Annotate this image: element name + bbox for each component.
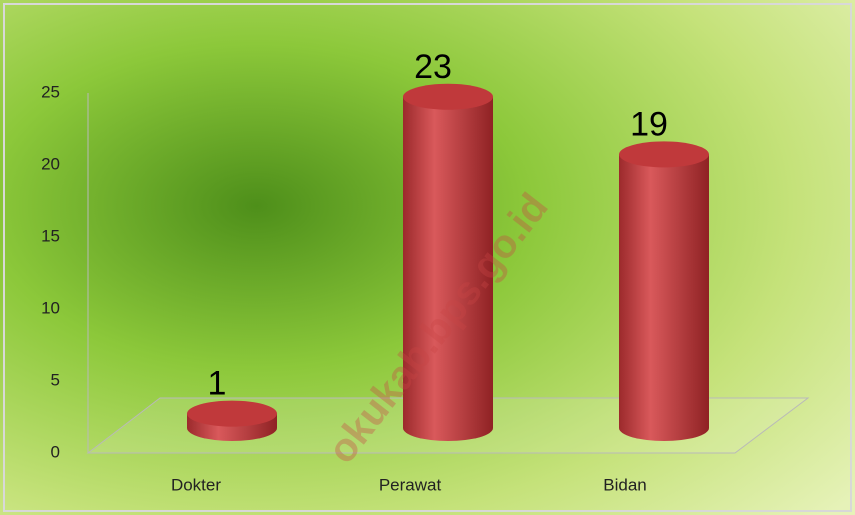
y-tick-label: 0 <box>51 442 60 461</box>
x-tick-label: Bidan <box>603 475 646 494</box>
bar <box>187 401 277 441</box>
y-tick-label: 10 <box>41 298 60 317</box>
chart: 0510152025Dokter1Perawat23Bidan19okukab.… <box>0 0 855 515</box>
y-tick-label: 15 <box>41 226 60 245</box>
y-tick-label: 25 <box>41 82 60 101</box>
value-label: 23 <box>414 48 452 86</box>
value-label: 19 <box>630 105 668 143</box>
cylinder-body <box>619 154 709 441</box>
bar <box>619 141 709 441</box>
cylinder-top <box>403 84 493 110</box>
cylinder-top <box>187 401 277 427</box>
cylinder-top <box>619 141 709 167</box>
x-tick-label: Perawat <box>379 475 442 494</box>
x-tick-label: Dokter <box>171 475 221 494</box>
value-label: 1 <box>208 365 227 403</box>
y-tick-label: 20 <box>41 154 60 173</box>
y-tick-label: 5 <box>51 370 60 389</box>
